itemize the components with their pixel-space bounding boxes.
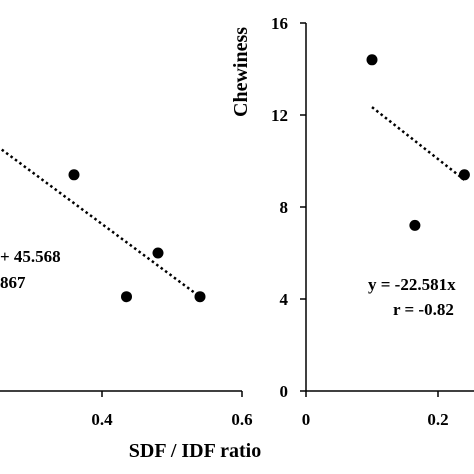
left-trendline — [0, 146, 198, 296]
left-data-point — [152, 247, 164, 259]
right-y-tick-label: 0 — [280, 382, 289, 401]
right-y-tick-label: 12 — [271, 106, 288, 125]
right-points — [366, 54, 470, 231]
left-points — [68, 169, 206, 303]
right-data-point — [366, 54, 378, 66]
left-x-tick-label: 0.6 — [231, 410, 252, 429]
left-equation-line-2: 867 — [0, 273, 26, 292]
left-data-point — [194, 291, 206, 303]
right-equation-line-2: r = -0.82 — [393, 300, 454, 319]
right-y-tick-label: 4 — [280, 290, 289, 309]
left-x-tick-label: 0.4 — [91, 410, 113, 429]
right-y-axis-title: Chewiness — [230, 27, 252, 117]
right-trendline — [371, 106, 466, 181]
right-y-tick-label: 16 — [271, 14, 288, 33]
left-x-axis-title: SDF / IDF ratio — [129, 440, 261, 462]
right-y-ticks: 0 4 8 12 16 — [271, 14, 306, 401]
right-y-tick-label: 8 — [280, 198, 289, 217]
right-x-tick-label: 0.2 — [427, 410, 448, 429]
right-equation-line-1: y = -22.581x — [368, 275, 456, 294]
left-data-point — [68, 169, 80, 181]
left-trendline-path — [0, 146, 198, 296]
right-trendline-path — [371, 106, 466, 181]
left-panel: 0.4 0.6 + 45.568 867 SDF / IDF ratio — [0, 146, 261, 462]
left-equation-line-1: + 45.568 — [0, 247, 61, 266]
right-x-tick-label: 0 — [302, 410, 311, 429]
left-data-point — [121, 291, 132, 303]
left-x-ticks: 0.4 0.6 — [91, 391, 253, 429]
right-data-point — [409, 219, 421, 231]
right-data-point — [458, 169, 470, 181]
right-x-ticks: 0 0.2 — [302, 391, 449, 429]
